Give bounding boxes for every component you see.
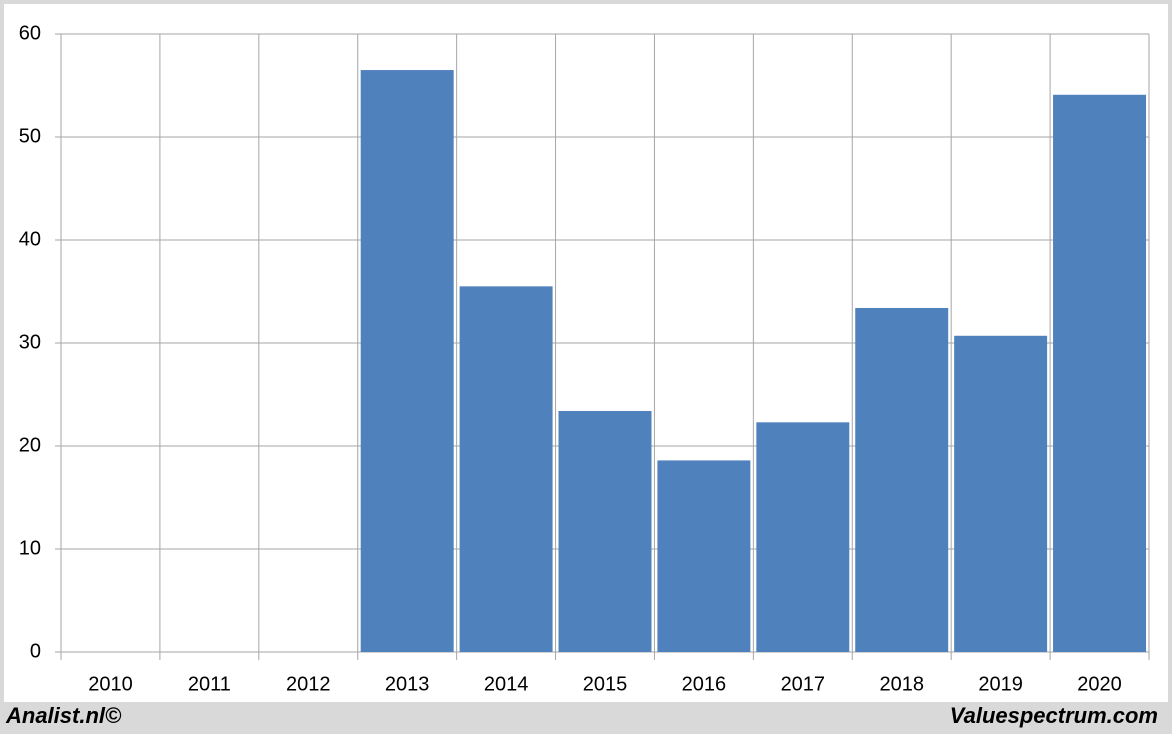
y-tick-label: 10 [19,537,41,559]
bar [1053,94,1147,652]
bar [459,286,553,652]
x-tick-label: 2018 [879,673,924,695]
bar [756,422,850,652]
x-tick-label: 2016 [682,673,727,695]
y-tick-label: 0 [30,640,41,662]
x-tick-label: 2015 [583,673,628,695]
x-tick-label: 2013 [385,673,430,695]
y-tick-label: 20 [19,434,41,456]
x-tick-label: 2017 [781,673,826,695]
bar [855,307,949,652]
x-tick-label: 2010 [88,673,133,695]
y-tick-label: 30 [19,331,41,353]
bar [657,460,751,652]
y-tick-label: 40 [19,228,41,250]
x-tick-label: 2020 [1077,673,1122,695]
y-tick-label: 60 [19,22,41,44]
footer-right: Valuespectrum.com [950,703,1158,728]
y-tick-label: 50 [19,125,41,147]
x-tick-label: 2011 [188,673,231,695]
footer-left: Analist.nl© [5,703,122,728]
x-tick-label: 2012 [286,673,331,695]
x-tick-label: 2014 [484,673,529,695]
x-tick-label: 2019 [978,673,1023,695]
bar [954,335,1048,652]
bar [558,410,652,652]
bar [360,70,454,653]
